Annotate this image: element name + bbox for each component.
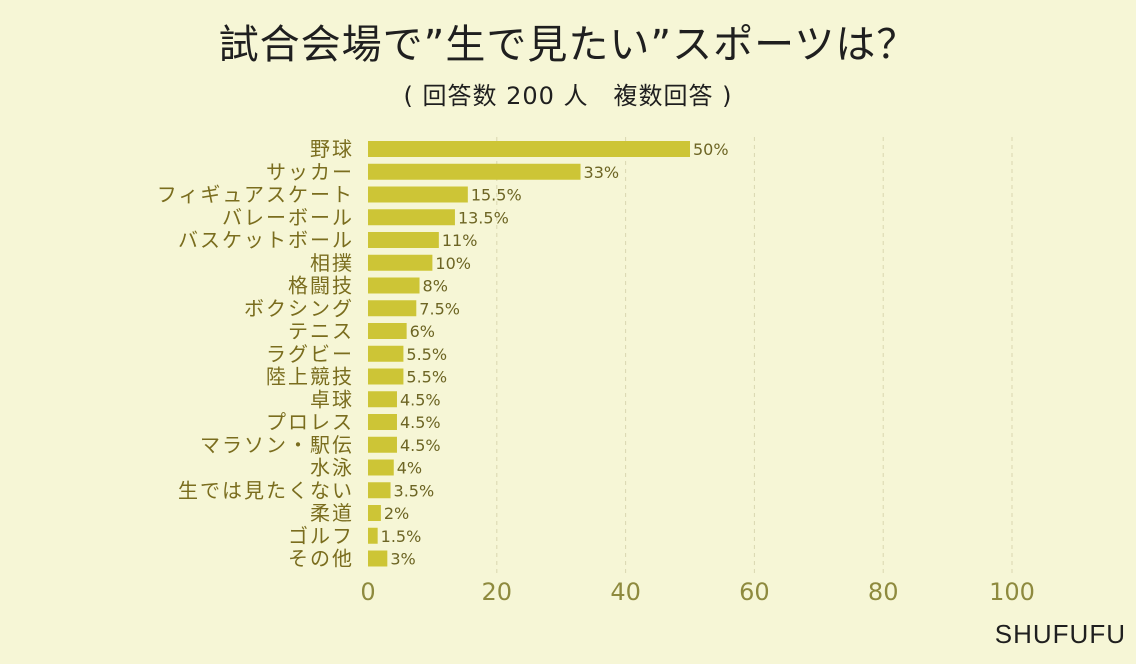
category-label: テニス — [288, 319, 354, 343]
value-label: 4.5% — [400, 436, 441, 455]
category-label: 生では見たくない — [178, 478, 354, 502]
bar — [368, 277, 420, 294]
category-label: ラグビー — [266, 342, 354, 366]
bar — [368, 345, 404, 362]
bar — [368, 459, 394, 476]
category-label: 柔道 — [310, 501, 354, 525]
value-label: 6% — [410, 322, 435, 341]
x-tick-label: 80 — [868, 578, 899, 606]
value-label: 8% — [423, 277, 448, 296]
value-label: 1.5% — [381, 527, 422, 546]
bar — [368, 300, 417, 317]
x-tick-label: 40 — [610, 578, 641, 606]
bar — [368, 323, 407, 339]
chart-title: 試合会場で”生で見たい”スポーツは？ — [218, 22, 918, 68]
chart-subtitle: ( 回答数 200 人 複数回答 ) — [403, 82, 733, 110]
category-label: 野球 — [310, 137, 354, 161]
value-label: 5.5% — [406, 345, 447, 364]
value-label: 4% — [397, 459, 422, 478]
value-label: 2% — [384, 504, 409, 523]
bar — [368, 163, 581, 180]
bar — [368, 436, 397, 453]
category-label: サッカー — [266, 160, 354, 184]
value-label: 10% — [435, 254, 471, 273]
category-label: マラソン・駅伝 — [200, 433, 354, 457]
bar — [368, 232, 439, 248]
value-label: 5.5% — [406, 368, 447, 387]
category-label: 水泳 — [310, 456, 354, 480]
value-label: 3.5% — [394, 481, 435, 500]
x-tick-label: 20 — [482, 578, 513, 606]
bar — [368, 391, 397, 408]
value-label: 3% — [390, 550, 415, 569]
value-label: 7.5% — [419, 299, 460, 318]
category-label: 陸上競技 — [266, 365, 354, 389]
category-label: プロレス — [266, 410, 354, 434]
bar — [368, 482, 391, 499]
category-label: 卓球 — [310, 387, 354, 411]
category-label: バレーボール — [222, 205, 354, 229]
x-tick-label: 0 — [360, 578, 375, 606]
bar — [368, 186, 468, 203]
value-label: 4.5% — [400, 390, 441, 409]
bar — [368, 368, 404, 385]
bar — [368, 414, 397, 430]
value-label: 33% — [584, 163, 620, 182]
value-label: 4.5% — [400, 413, 441, 432]
x-tick-label: 60 — [739, 578, 770, 606]
brand-logo-text: SHUFUFU — [994, 619, 1126, 649]
bar — [368, 254, 433, 271]
category-label: 格闘技 — [288, 274, 354, 298]
bar — [368, 505, 381, 521]
value-label: 50% — [693, 140, 729, 159]
category-label: ゴルフ — [288, 524, 354, 548]
value-label: 13.5% — [458, 208, 509, 227]
value-label: 11% — [442, 231, 478, 250]
bar — [368, 527, 378, 544]
bar — [368, 209, 455, 226]
category-label: その他 — [288, 547, 354, 571]
bar — [368, 550, 388, 567]
category-label: 相撲 — [310, 251, 354, 275]
x-tick-label: 100 — [989, 578, 1035, 606]
value-label: 15.5% — [471, 186, 522, 205]
category-label: フィギュアスケート — [157, 183, 354, 207]
category-label: バスケットボール — [178, 228, 354, 252]
bar — [368, 141, 690, 157]
category-label: ボクシング — [244, 296, 354, 320]
